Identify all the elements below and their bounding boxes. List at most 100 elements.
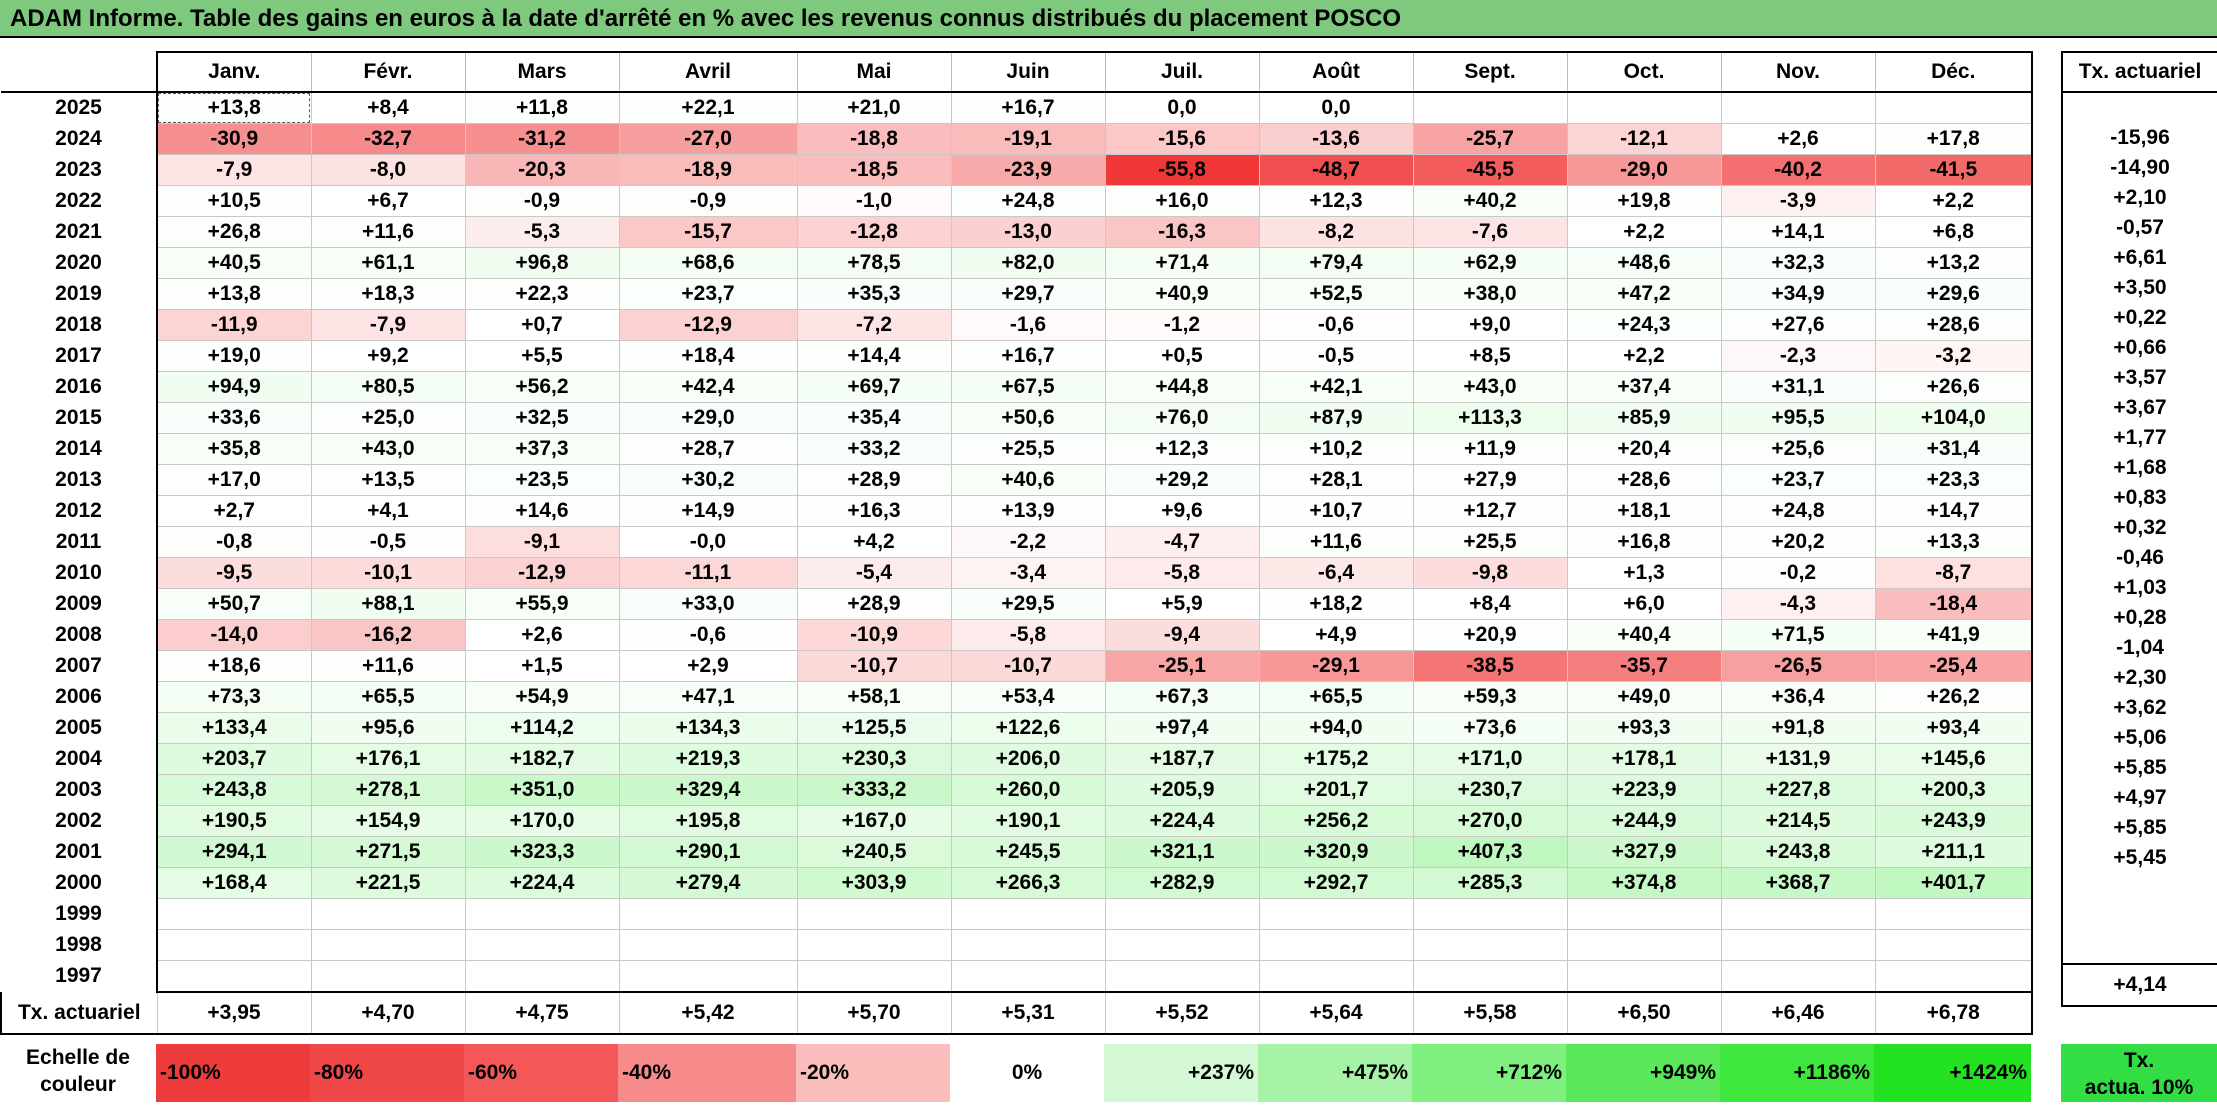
year-label: 2007: [55, 654, 102, 677]
gain-cell: -41,5: [1874, 154, 2033, 186]
gain-cell: +5,5: [464, 340, 620, 372]
gain-cell: -7,9: [310, 309, 466, 341]
gain-cell: +18,2: [1258, 588, 1414, 620]
gain-cell: +28,6: [1566, 464, 1722, 496]
gain-cell: -16,2: [310, 619, 466, 651]
gain-cell: -55,8: [1104, 154, 1260, 186]
gain-cell: +374,8: [1566, 867, 1722, 899]
gain-cell: -12,8: [796, 216, 952, 248]
gain-cell: -3,2: [1874, 340, 2033, 372]
actuarial-rate-cell: +0,83: [2061, 483, 2217, 513]
actuarial-rate-cell: +1,03: [2061, 573, 2217, 603]
gain-cell: -23,9: [950, 154, 1106, 186]
gain-cell: [156, 929, 312, 961]
table-row: 2001 +294,1 +271,5 +323,3 +290,1 +240,5 +245,5…: [1, 836, 2033, 868]
month-header: Juil.: [1104, 51, 1259, 93]
gain-cell: -48,7: [1258, 154, 1414, 186]
gain-cell: +125,5: [796, 712, 952, 744]
gain-cell: +16,7: [950, 340, 1106, 372]
gain-cell: +6,0: [1566, 588, 1722, 620]
month-header: Déc.: [1874, 51, 2033, 93]
year-label: 2023: [55, 158, 102, 181]
actuarial-rate-cell: +3,62: [2061, 693, 2217, 723]
gain-cell: [1720, 91, 1876, 124]
gain-cell: +205,9: [1104, 774, 1260, 806]
gain-cell: -2,3: [1720, 340, 1876, 372]
table-row: 1998: [1, 929, 2033, 961]
table-row: 2016 +94,9 +80,5 +56,2 +42,4 +69,7 +67,5 +44,8 +…: [1, 371, 2033, 403]
gain-cell: +200,3: [1874, 774, 2033, 806]
gain-cell: +2,6: [464, 619, 620, 651]
gain-cell: +368,7: [1720, 867, 1876, 899]
gain-cell: -19,1: [950, 123, 1106, 155]
gain-cell: +271,5: [310, 836, 466, 868]
gain-cell: [1720, 898, 1876, 930]
actuarial-rate-cell: +0,32: [2061, 513, 2217, 543]
gain-cell: +29,2: [1104, 464, 1260, 496]
table-row: 2021 +26,8 +11,6 -5,3 -15,7 -12,8 -13,0 -16,3 -8…: [1, 216, 2033, 248]
gain-cell: +22,3: [464, 278, 620, 310]
gain-cell: +329,4: [618, 774, 798, 806]
gain-cell: [950, 929, 1106, 961]
footer-rate-cell: +4,75: [464, 992, 619, 1035]
gain-cell: [1104, 960, 1260, 993]
gain-cell: 0,0: [1258, 91, 1414, 124]
gain-cell: -25,7: [1412, 123, 1568, 155]
gain-cell: +42,4: [618, 371, 798, 403]
gain-cell: -9,5: [156, 557, 312, 589]
gain-cell: +203,7: [156, 743, 312, 775]
gain-cell: -0,2: [1720, 557, 1876, 589]
gain-cell: [310, 960, 466, 993]
gain-cell: +23,7: [618, 278, 798, 310]
gain-cell: +0,5: [1104, 340, 1260, 372]
gain-cell: [1566, 929, 1722, 961]
gain-cell: +24,8: [1720, 495, 1876, 527]
gain-cell: +2,2: [1566, 340, 1722, 372]
table-row: 2015 +33,6 +25,0 +32,5 +29,0 +35,4 +50,6 +76,0 +…: [1, 402, 2033, 434]
gain-cell: [796, 960, 952, 993]
gain-cell: [950, 898, 1106, 930]
table-row: 2018 -11,9 -7,9 +0,7 -12,9 -7,2 -1,6 -1,2 -0,6 +9…: [1, 309, 2033, 341]
gain-cell: +76,0: [1104, 402, 1260, 434]
year-label: 1999: [55, 902, 102, 925]
gain-cell: [1874, 929, 2033, 961]
gain-cell: +17,8: [1874, 123, 2033, 155]
gain-cell: +73,3: [156, 681, 312, 713]
actuarial-rate-cell: +3,50: [2061, 273, 2217, 303]
gain-cell: +323,3: [464, 836, 620, 868]
color-scale-swatch: -80%: [310, 1044, 464, 1102]
gain-cell: +219,3: [618, 743, 798, 775]
actuarial-rate-cell: -0,57: [2061, 213, 2217, 243]
gain-cell: +14,1: [1720, 216, 1876, 248]
gain-cell: +224,4: [464, 867, 620, 899]
actuarial-rate-cell: +5,45: [2061, 843, 2217, 873]
gain-cell: +94,0: [1258, 712, 1414, 744]
gain-cell: +10,5: [156, 185, 312, 217]
gain-cell: +23,7: [1720, 464, 1876, 496]
gain-cell: -5,4: [796, 557, 952, 589]
gain-cell: +67,5: [950, 371, 1106, 403]
gain-cell: +333,2: [796, 774, 952, 806]
color-scale-swatch: -60%: [464, 1044, 618, 1102]
color-scale-swatch: +949%: [1566, 1044, 1720, 1102]
actuarial-rate-header: Tx. actuariel: [2061, 51, 2217, 93]
gain-cell: +187,7: [1104, 743, 1260, 775]
gain-cell: [1720, 929, 1876, 961]
gain-cell: +12,3: [1104, 433, 1260, 465]
year-label: 2013: [55, 468, 102, 491]
year-label: 2014: [55, 437, 102, 460]
gain-cell: +14,7: [1874, 495, 2033, 527]
gain-cell: +52,5: [1258, 278, 1414, 310]
color-scale-label: Echelle de couleur: [26, 1046, 130, 1096]
gain-cell: +243,8: [1720, 836, 1876, 868]
gain-cell: +294,1: [156, 836, 312, 868]
gain-cell: +14,4: [796, 340, 952, 372]
gain-cell: +13,9: [950, 495, 1106, 527]
year-label: 2010: [55, 561, 102, 584]
gain-cell: +26,8: [156, 216, 312, 248]
gain-cell: +11,8: [464, 91, 620, 124]
gain-cell: +33,0: [618, 588, 798, 620]
table-row: 2013 +17,0 +13,5 +23,5 +30,2 +28,9 +40,6 +29,2 +…: [1, 464, 2033, 496]
gain-cell: +28,6: [1874, 309, 2033, 341]
gain-cell: +68,6: [618, 247, 798, 279]
